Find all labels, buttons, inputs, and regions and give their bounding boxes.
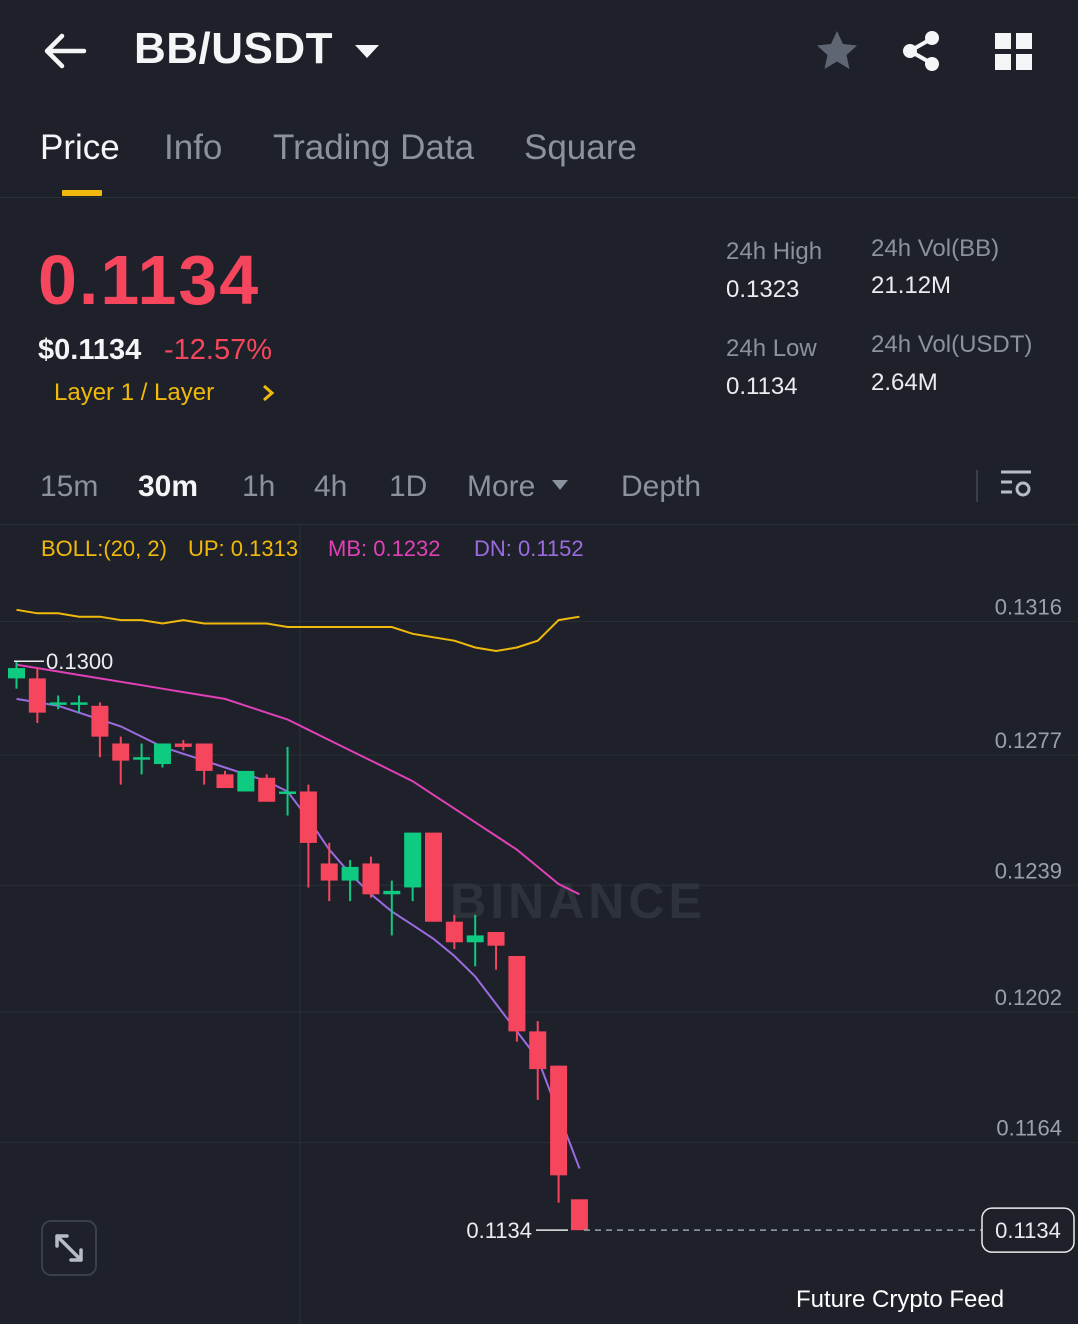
candle-down <box>299 791 317 843</box>
low-24h-label: 24h Low <box>726 335 817 362</box>
candle-down <box>174 743 192 747</box>
y-axis-label: 0.1164 <box>996 1115 1062 1140</box>
high-marker-label: 0.1300 <box>46 649 113 674</box>
candle-up <box>49 702 67 705</box>
sector-link[interactable]: Layer 1 / Layer <box>54 379 215 406</box>
candle-down <box>320 863 338 881</box>
chart-watermark: BINANCE <box>450 873 706 929</box>
candle-down <box>508 955 526 1032</box>
caret-down-icon[interactable] <box>352 40 382 62</box>
candle-up <box>153 743 171 765</box>
candle-up <box>237 770 255 792</box>
candle-up <box>341 866 359 881</box>
divider <box>0 524 1078 525</box>
y-axis-label: 0.1239 <box>995 858 1062 883</box>
divider <box>0 197 1078 198</box>
last-price-tag-label: 0.1134 <box>995 1218 1061 1243</box>
candlestick-chart[interactable]: BINANCE 0.1316 0.1277 0.1239 0.1202 0.1164 0… <box>0 525 1078 1324</box>
boll-lower-line <box>16 697 581 1169</box>
candle-down <box>425 832 442 922</box>
interval-15m[interactable]: 15m <box>40 470 99 503</box>
candle-down <box>195 743 213 771</box>
candle-up <box>466 935 484 943</box>
vol-quote-value: 2.64M <box>871 369 938 396</box>
chevron-right-icon[interactable] <box>258 382 278 404</box>
candle-down <box>445 921 463 943</box>
tab-square[interactable]: Square <box>524 128 637 167</box>
trading-pair-title[interactable]: BB/USDT <box>134 24 334 73</box>
star-icon[interactable] <box>814 28 860 74</box>
interval-1h[interactable]: 1h <box>242 470 276 503</box>
grid-menu-icon[interactable] <box>992 30 1036 74</box>
fullscreen-expand-icon[interactable] <box>41 1220 97 1276</box>
usd-price: $0.1134 <box>38 334 142 366</box>
candle-up <box>70 702 88 705</box>
candle-up <box>8 668 25 679</box>
interval-4h[interactable]: 4h <box>314 470 348 503</box>
candle-down <box>487 931 505 946</box>
boll-upper-line <box>16 608 580 653</box>
candle-down <box>258 777 276 802</box>
share-icon[interactable] <box>898 28 944 74</box>
source-watermark: Future Crypto Feed <box>796 1286 1005 1313</box>
candle-up <box>404 832 422 888</box>
candle-down <box>570 1199 588 1231</box>
tab-info[interactable]: Info <box>164 128 223 167</box>
candle-down <box>28 678 46 713</box>
boll-middle-line <box>16 663 580 896</box>
boll-up-value: UP: 0.1313 <box>188 536 299 561</box>
back-arrow-icon[interactable] <box>40 28 90 74</box>
vol-base-label: 24h Vol(BB) <box>871 235 1000 262</box>
interval-30m[interactable]: 30m <box>138 470 199 503</box>
vol-base-value: 21.12M <box>871 272 952 299</box>
candle-down <box>112 743 130 761</box>
y-axis-label: 0.1316 <box>995 594 1062 619</box>
candle-up <box>383 890 401 895</box>
candle-down <box>362 863 380 895</box>
chart-settings-icon[interactable] <box>998 466 1034 502</box>
caret-down-icon[interactable] <box>550 477 570 493</box>
y-axis-label: 0.1277 <box>995 728 1062 753</box>
high-24h-label: 24h High <box>726 238 823 265</box>
price-change-percent: -12.57% <box>164 334 273 366</box>
boll-dn-value: DN: 0.1152 <box>474 536 584 561</box>
candle-up <box>133 757 151 760</box>
high-24h-value: 0.1323 <box>726 276 800 303</box>
boll-mb-value: MB: 0.1232 <box>328 536 441 561</box>
interval-more[interactable]: More <box>467 470 536 503</box>
y-axis-label: 0.1202 <box>995 985 1062 1010</box>
candle-up <box>279 791 297 794</box>
last-price: 0.1134 <box>38 241 261 319</box>
low-marker-label: 0.1134 <box>466 1218 532 1243</box>
interval-1d[interactable]: 1D <box>389 470 428 503</box>
last-price-tag <box>981 1207 1075 1253</box>
candle-down <box>529 1031 547 1070</box>
candle-down <box>216 774 234 789</box>
vol-quote-label: 24h Vol(USDT) <box>871 331 1033 358</box>
boll-title: BOLL:(20, 2) <box>41 536 167 561</box>
candle-down <box>91 705 109 737</box>
candle-down <box>550 1065 568 1176</box>
tab-price[interactable]: Price <box>40 128 120 167</box>
depth-tab[interactable]: Depth <box>621 470 702 503</box>
tab-trading-data[interactable]: Trading Data <box>273 128 475 167</box>
low-24h-value: 0.1134 <box>726 373 798 400</box>
active-tab-indicator <box>62 190 102 196</box>
divider <box>976 470 978 502</box>
